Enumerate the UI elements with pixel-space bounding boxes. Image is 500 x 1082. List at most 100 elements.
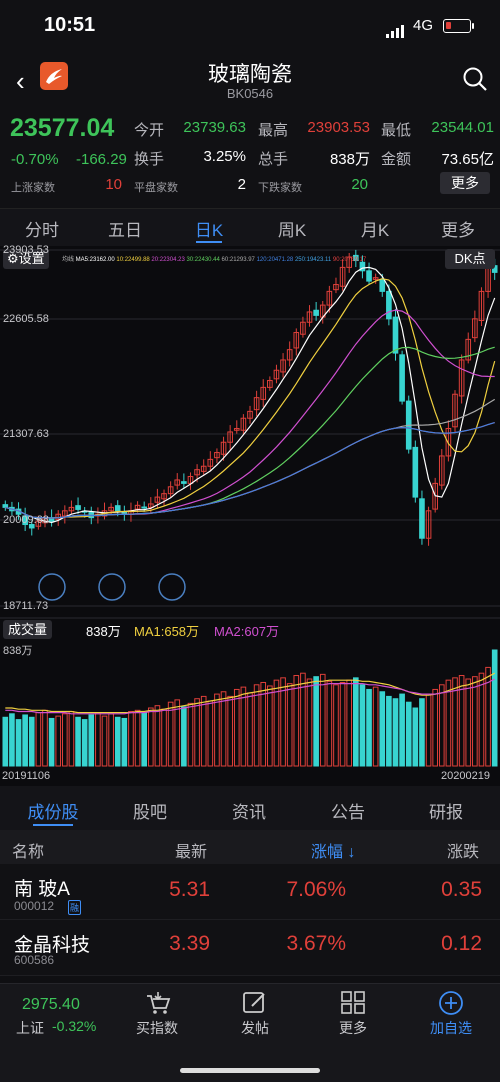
volume-bar: [253, 684, 260, 767]
volume-bar: [386, 695, 392, 767]
volume-bar: [313, 676, 319, 767]
candle-body: [181, 481, 187, 484]
candle-body: [260, 386, 267, 400]
index-value[interactable]: 2975.40: [22, 996, 80, 1013]
volume-bar: [405, 701, 412, 767]
volume-bar: [465, 678, 472, 767]
dk-point-button[interactable]: DK点: [445, 249, 495, 269]
candle-body: [280, 359, 286, 373]
app-logo-icon: [40, 62, 68, 90]
tab-components[interactable]: 成份股: [27, 803, 79, 822]
back-icon[interactable]: ‹: [16, 66, 25, 96]
table-row[interactable]: [0, 864, 500, 920]
high-label: 最高: [258, 122, 289, 139]
candle-body: [174, 479, 181, 486]
quote-panel: [0, 110, 500, 208]
turnover-label: 换手: [134, 151, 165, 168]
tab-more[interactable]: 更多: [441, 221, 475, 240]
open-label: 今开: [134, 122, 165, 139]
tab-announcements[interactable]: 公告: [331, 803, 365, 822]
amount-label: 金额: [381, 151, 412, 168]
tab-weekly-k[interactable]: 周K: [277, 221, 307, 240]
post-label[interactable]: 发帖: [241, 1020, 269, 1036]
candle-body: [161, 493, 167, 500]
flat-count-label: 平盘家数: [134, 182, 178, 194]
ma-legend-item: 90:20739.17: [332, 257, 367, 263]
index-name[interactable]: 上证: [16, 1020, 44, 1036]
basket-icon[interactable]: [143, 990, 173, 1016]
ma5-line: [5, 266, 496, 524]
candle-body: [267, 380, 273, 388]
tab-monthly-k[interactable]: 月K: [360, 221, 390, 240]
candle-body: [445, 428, 452, 457]
kline-chart[interactable]: [0, 246, 500, 786]
buy-index-label[interactable]: 买指数: [136, 1020, 178, 1036]
tab-daily-k[interactable]: 日K: [194, 221, 224, 240]
candle-body: [134, 504, 141, 510]
ma-legend-item: 60:21293.97: [221, 257, 257, 263]
candle-body: [147, 503, 154, 508]
tab-research[interactable]: 研报: [429, 803, 463, 822]
search-icon[interactable]: [462, 66, 488, 97]
table-row[interactable]: [0, 920, 500, 976]
col-change-pct[interactable]: 涨幅 ↓: [311, 844, 356, 861]
candle-body: [333, 284, 339, 291]
candle-body: [352, 254, 359, 262]
candle-body: [472, 318, 478, 339]
candle-body: [465, 338, 472, 361]
low-value: 23544.01: [431, 119, 494, 136]
volume-indicator-button[interactable]: 成交量: [3, 620, 53, 639]
chart-settings-button[interactable]: ⚙设置: [3, 249, 49, 269]
volume-bar: [121, 717, 128, 767]
col-name: 名称: [12, 844, 45, 861]
volume-bar: [141, 712, 148, 767]
volume-bar: [48, 717, 55, 767]
stock-name: 南 玻A: [14, 879, 70, 900]
candle-body: [326, 290, 333, 306]
stock-latest: 3.39: [169, 932, 210, 955]
candle-body: [207, 458, 214, 467]
edit-icon[interactable]: [240, 990, 270, 1016]
volume-bar: [134, 709, 141, 767]
volume-bar: [167, 701, 174, 767]
ma10-line: [5, 278, 496, 519]
status-time: 10:51: [44, 14, 96, 36]
more-label[interactable]: 更多: [339, 1020, 367, 1036]
stock-name: 金晶科技: [14, 935, 91, 956]
volume-bar: [28, 716, 35, 767]
volume-bar: [267, 685, 273, 767]
subtab-underline: [33, 824, 73, 826]
volume-bar: [359, 684, 366, 767]
down-count-value: 20: [351, 176, 368, 193]
volume-bar: [293, 675, 300, 767]
header: [0, 50, 500, 110]
open-value: 23739.63: [183, 119, 246, 136]
volume-bar: [366, 688, 372, 767]
candle-body: [372, 277, 379, 280]
volume-bar: [22, 714, 28, 767]
tab-intraday[interactable]: 分时: [25, 221, 59, 240]
change-value: -166.29: [76, 151, 127, 168]
stock-change: 0.35: [441, 878, 482, 901]
period-tabs: [0, 208, 500, 246]
index-change-pct[interactable]: -0.32%: [52, 1018, 97, 1034]
candle-body: [220, 441, 227, 455]
volume-bar: [333, 684, 339, 767]
candle-body: [75, 505, 81, 510]
grid-icon[interactable]: [338, 990, 368, 1016]
plus-circle-icon[interactable]: [436, 990, 466, 1016]
high-value: 23903.53: [307, 119, 370, 136]
col-latest[interactable]: 最新: [175, 844, 208, 861]
volume-label: 总手: [258, 151, 289, 168]
low-label: 最低: [381, 122, 412, 139]
col-change[interactable]: 涨跌: [447, 844, 480, 861]
candle-body: [141, 506, 148, 509]
ma-legend-item: 10:22499.88: [116, 257, 152, 263]
candle-body: [458, 359, 465, 397]
more-button[interactable]: 更多: [440, 172, 490, 194]
tab-forum[interactable]: 股吧: [133, 803, 167, 822]
tab-news[interactable]: 资讯: [232, 803, 266, 822]
tab-five-day[interactable]: 五日: [108, 221, 142, 240]
battery-icon: [443, 19, 471, 33]
add-watchlist-label[interactable]: 加自选: [430, 1020, 472, 1036]
